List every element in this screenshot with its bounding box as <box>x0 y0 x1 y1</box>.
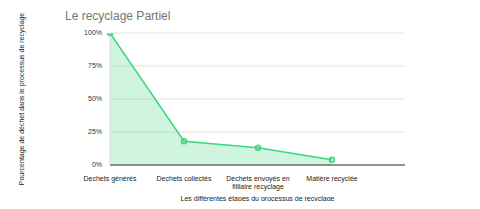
svg-text:25%: 25% <box>88 128 102 135</box>
svg-text:Dechets collectés: Dechets collectés <box>157 175 212 182</box>
svg-text:100%: 100% <box>84 29 102 36</box>
svg-text:0%: 0% <box>92 161 102 168</box>
svg-text:Dechets envoyés enfilliaire re: Dechets envoyés enfilliaire recyclage <box>226 175 290 191</box>
svg-text:Pourcentage de déchet dans le: Pourcentage de déchet dans le processus … <box>18 13 26 185</box>
html-text:Le recyclage Partiel: Le recyclage Partiel <box>65 9 171 23</box>
svg-text:Dechets générés: Dechets générés <box>84 175 137 183</box>
svg-text:75%: 75% <box>88 62 102 69</box>
svg-text:Les différentes étapes du proc: Les différentes étapes du processus de r… <box>181 195 335 201</box>
svg-text:Matière recyclée: Matière recyclée <box>306 175 357 183</box>
svg-text:50%: 50% <box>88 95 102 102</box>
